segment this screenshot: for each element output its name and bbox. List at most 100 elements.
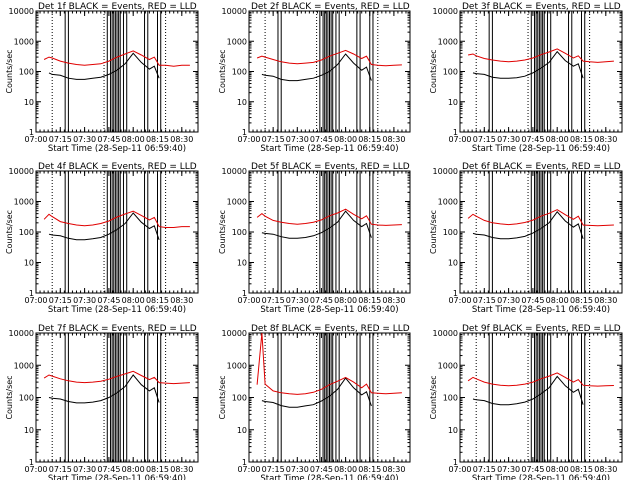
y-tick-label: 10 <box>24 98 34 107</box>
x-tick-label: 08:15 <box>358 135 381 144</box>
x-tick-label: 08:30 <box>594 465 617 474</box>
x-tick-label: 08:30 <box>382 135 405 144</box>
events-series-line <box>48 212 160 241</box>
y-tick-label: 100 <box>443 228 458 237</box>
y-tick-label: 1 <box>453 289 458 298</box>
panel-title: Det 1f BLACK = Events, RED = LLD <box>38 2 197 12</box>
panel-det-9f: Det 9f BLACK = Events, RED = LLD 1 10 100 10… <box>429 324 623 480</box>
panel-title: Det 5f BLACK = Events, RED = LLD <box>251 162 410 172</box>
x-tick-label: 08:30 <box>594 296 617 305</box>
x-axis-label: Start Time (28-Sep-11 06:59:40) <box>48 305 186 315</box>
y-tick-label: 100 <box>19 68 34 77</box>
x-tick-label: 08:15 <box>570 465 593 474</box>
y-axis-label: Counts/sec <box>5 210 14 254</box>
y-tick-label: 100 <box>19 394 34 403</box>
x-tick-label: 08:30 <box>170 135 193 144</box>
panel-title: Det 9f BLACK = Events, RED = LLD <box>462 324 621 334</box>
x-tick-label: 07:45 <box>521 296 544 305</box>
x-tick-label: 07:45 <box>310 296 333 305</box>
x-tick-label: 07:30 <box>497 465 520 474</box>
x-axis-label: Start Time (28-Sep-11 06:59:40) <box>48 474 186 480</box>
x-tick-label: 07:30 <box>497 296 520 305</box>
x-axis-label: Start Time (28-Sep-11 06:59:40) <box>472 305 610 315</box>
lld-series-line <box>467 372 614 387</box>
x-tick-label: 08:30 <box>170 465 193 474</box>
lld-series-line <box>43 210 190 228</box>
y-tick-label: 10 <box>448 259 458 268</box>
y-tick-label: 1 <box>242 458 247 467</box>
y-tick-label: 10 <box>237 259 247 268</box>
x-tick-label: 07:00 <box>448 296 471 305</box>
panel-title: Det 4f BLACK = Events, RED = LLD <box>38 162 197 172</box>
panel-title: Det 8f BLACK = Events, RED = LLD <box>251 324 410 334</box>
y-tick-label: 10 <box>237 98 247 107</box>
events-series-line <box>261 53 372 82</box>
x-tick-label: 07:15 <box>49 135 72 144</box>
lld-series-line <box>43 50 190 67</box>
y-tick-label: 1 <box>29 458 34 467</box>
panel-title: Det 6f BLACK = Events, RED = LLD <box>462 162 621 172</box>
x-tick-label: 07:30 <box>286 135 309 144</box>
y-tick-label: 10000 <box>222 167 247 176</box>
lld-series-line <box>468 48 614 63</box>
y-axis-label: Counts/sec <box>5 375 14 419</box>
x-tick-label: 08:00 <box>546 465 569 474</box>
x-tick-label: 07:45 <box>97 465 120 474</box>
y-tick-label: 10000 <box>9 7 34 16</box>
x-tick-label: 07:00 <box>448 465 471 474</box>
x-axis-label: Start Time (28-Sep-11 06:59:40) <box>260 305 398 315</box>
y-tick-label: 1000 <box>438 361 458 370</box>
y-tick-label: 1 <box>453 128 458 137</box>
x-tick-label: 08:15 <box>146 135 169 144</box>
x-axis-label: Start Time (28-Sep-11 06:59:40) <box>260 144 398 154</box>
x-tick-label: 07:00 <box>448 135 471 144</box>
y-axis-label: Counts/sec <box>218 49 227 93</box>
x-tick-label: 07:00 <box>237 296 260 305</box>
lld-series-line <box>467 209 614 227</box>
y-tick-label: 1 <box>29 128 34 137</box>
x-tick-label: 08:00 <box>546 135 569 144</box>
lld-series-line <box>256 208 402 226</box>
x-tick-label: 08:00 <box>122 465 145 474</box>
y-axis-label: Counts/sec <box>218 375 227 419</box>
x-tick-label: 07:30 <box>286 465 309 474</box>
x-tick-label: 08:00 <box>334 465 357 474</box>
panel-det-1f: Det 1f BLACK = Events, RED = LLD 1 10 100 10… <box>5 2 199 154</box>
y-tick-label: 10 <box>24 259 34 268</box>
y-tick-label: 100 <box>232 228 247 237</box>
y-tick-label: 10000 <box>433 167 458 176</box>
x-tick-label: 07:15 <box>473 296 496 305</box>
y-axis-label: Counts/sec <box>429 210 438 254</box>
panel-title: Det 2f BLACK = Events, RED = LLD <box>251 2 410 12</box>
y-tick-label: 10000 <box>9 329 34 338</box>
x-tick-label: 07:15 <box>262 135 285 144</box>
panel-title: Det 3f BLACK = Events, RED = LLD <box>462 2 621 12</box>
y-axis-label: Counts/sec <box>218 210 227 254</box>
y-tick-label: 100 <box>232 68 247 77</box>
lld-series-line <box>256 332 402 395</box>
x-tick-label: 07:15 <box>473 465 496 474</box>
x-tick-label: 08:30 <box>382 465 405 474</box>
x-tick-label: 08:15 <box>358 465 381 474</box>
y-tick-label: 100 <box>443 68 458 77</box>
x-tick-label: 07:30 <box>497 135 520 144</box>
x-tick-label: 07:15 <box>473 135 496 144</box>
x-tick-label: 07:15 <box>49 465 72 474</box>
y-tick-label: 1000 <box>14 361 34 370</box>
x-tick-label: 08:00 <box>334 296 357 305</box>
y-tick-label: 100 <box>19 228 34 237</box>
y-tick-label: 100 <box>443 394 458 403</box>
y-tick-label: 1000 <box>227 361 247 370</box>
events-series-line <box>48 374 160 404</box>
x-tick-label: 07:15 <box>262 296 285 305</box>
y-axis-label: Counts/sec <box>5 49 14 93</box>
panel-det-6f: Det 6f BLACK = Events, RED = LLD 1 10 100 10… <box>429 162 623 315</box>
x-tick-label: 08:00 <box>122 296 145 305</box>
x-tick-label: 08:15 <box>358 296 381 305</box>
x-tick-label: 08:15 <box>570 296 593 305</box>
x-tick-label: 07:00 <box>237 135 260 144</box>
x-tick-label: 07:00 <box>24 465 47 474</box>
y-tick-label: 1000 <box>14 37 34 46</box>
panel-det-2f: Det 2f BLACK = Events, RED = LLD 1 10 100 10… <box>218 2 411 154</box>
x-tick-label: 07:00 <box>24 296 47 305</box>
